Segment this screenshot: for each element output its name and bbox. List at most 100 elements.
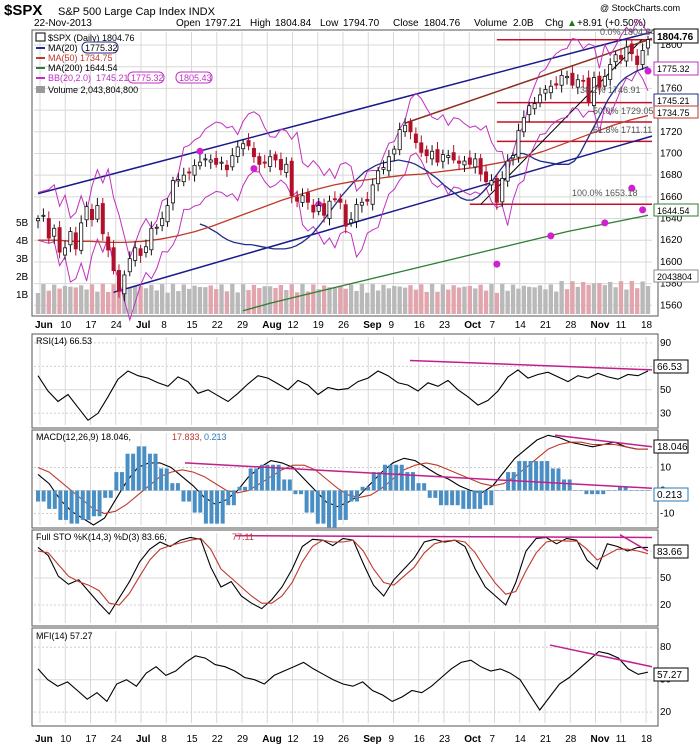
macd-hist-bar [422, 483, 427, 491]
candle-up [473, 158, 478, 168]
candle-up [268, 156, 273, 167]
volume-bar [489, 284, 494, 314]
volume-label: Volume [474, 18, 508, 29]
x-tick-label: 7 [490, 320, 496, 331]
macd-hist-bar [410, 472, 415, 491]
macd-hist-bar [506, 472, 511, 491]
macd-hist-bar [455, 490, 460, 506]
x-tick-label: Aug [262, 734, 281, 745]
macd-hist-bar [640, 490, 645, 491]
candle-up [392, 148, 397, 155]
macd-hist-bar [629, 490, 634, 491]
candle-up [516, 130, 521, 158]
macd-hist-bar [293, 490, 298, 495]
candle-down [262, 161, 267, 164]
volume-bar [235, 292, 240, 314]
sto-title-b: 77.11 [232, 532, 254, 542]
macd-hist-bar [147, 453, 152, 491]
macd-hist-bar [254, 468, 259, 491]
candle-up [208, 159, 213, 163]
candle-down [322, 203, 327, 216]
sto-tag [653, 544, 689, 559]
price-tick-label: 1620 [660, 235, 683, 246]
osc-tick-label: 20 [660, 707, 672, 718]
candle-up [386, 156, 391, 172]
x-tick-label: 26 [338, 734, 350, 745]
macd-hist-bar [63, 490, 68, 520]
volume-bar [586, 284, 591, 314]
volume-bar [257, 288, 262, 314]
candle-up [176, 179, 181, 182]
fib-38-label: 38.2% 1746.91 [580, 85, 641, 95]
x-tick-label: 16 [414, 734, 426, 745]
macd-hist-bar [427, 490, 432, 498]
macd-title-b: 17.833, [172, 432, 202, 442]
volume-bar [435, 291, 440, 314]
rsi-tag [653, 359, 689, 374]
osc-tick-label: 10 [660, 463, 672, 474]
candle-down [619, 55, 624, 60]
x-tick-label: 11 [616, 320, 627, 331]
macd-hist-bar [618, 486, 623, 491]
signal-dot [547, 232, 555, 240]
candle-down [343, 204, 348, 227]
macd-hist-bar [36, 490, 40, 502]
volume-bar [208, 285, 213, 314]
candle-up [197, 161, 202, 167]
volume-bar [251, 284, 257, 314]
macd-hist-bar [159, 468, 164, 491]
x-tick-label: 16 [414, 320, 426, 331]
osc-line [37, 651, 649, 711]
x-tick-label: 18 [641, 734, 653, 745]
volume-bar [138, 286, 143, 314]
macd-hist-bar [136, 446, 141, 491]
x-tick-label: 19 [313, 734, 325, 745]
low-value: 1794.70 [343, 18, 380, 29]
macd-hist-bar [142, 446, 147, 491]
macd-hist-bar [164, 468, 169, 491]
x-tick-label: 12 [288, 320, 300, 331]
x-tick-label: 22 [212, 320, 224, 331]
price-tick-label: 1660 [660, 192, 683, 203]
volume-bar [413, 289, 419, 314]
macd-title-a: MACD(12,26,9) 18.046, [36, 432, 131, 442]
volume-bar [230, 284, 235, 314]
macd-signal-line [37, 441, 648, 515]
macd-hist-bar [220, 490, 225, 524]
macd-trendline-2 [184, 462, 653, 489]
volume-bar [440, 284, 446, 314]
candle-up [446, 155, 451, 158]
volume-bar [402, 287, 408, 314]
price-grid [34, 32, 652, 314]
macd-hist-bar [489, 490, 494, 506]
candle-down [224, 164, 229, 171]
macd-hist-bar [198, 490, 203, 513]
price-tick-label: 1760 [660, 83, 683, 94]
candle-up [640, 50, 645, 65]
volume-bar [467, 285, 473, 314]
bb-upper-line [37, 18, 649, 260]
candle-up [41, 214, 46, 217]
x-tick-label: 14 [515, 734, 527, 745]
macd-hist-bar [483, 490, 488, 506]
volume-bar [570, 281, 575, 314]
candle-down [278, 159, 283, 171]
volume-bar [186, 288, 192, 314]
candle-down [494, 178, 499, 203]
macd-hist-bar [450, 490, 455, 506]
mfi-tag [653, 667, 689, 682]
x-tick-label: Sep [363, 734, 381, 745]
macd-hist-bar [590, 490, 595, 495]
volume-bar [613, 287, 618, 314]
mfi-trendline [549, 644, 653, 668]
volume-bar [224, 291, 230, 314]
candle-down [111, 247, 116, 272]
candle-up [154, 226, 159, 229]
volume-bar [197, 286, 203, 314]
close-label: Close [393, 18, 419, 29]
volume-bar [262, 286, 267, 314]
candle-up [370, 184, 375, 205]
candle-up [284, 163, 289, 173]
x-tick-label: 21 [540, 734, 552, 745]
candle-up [381, 167, 386, 170]
